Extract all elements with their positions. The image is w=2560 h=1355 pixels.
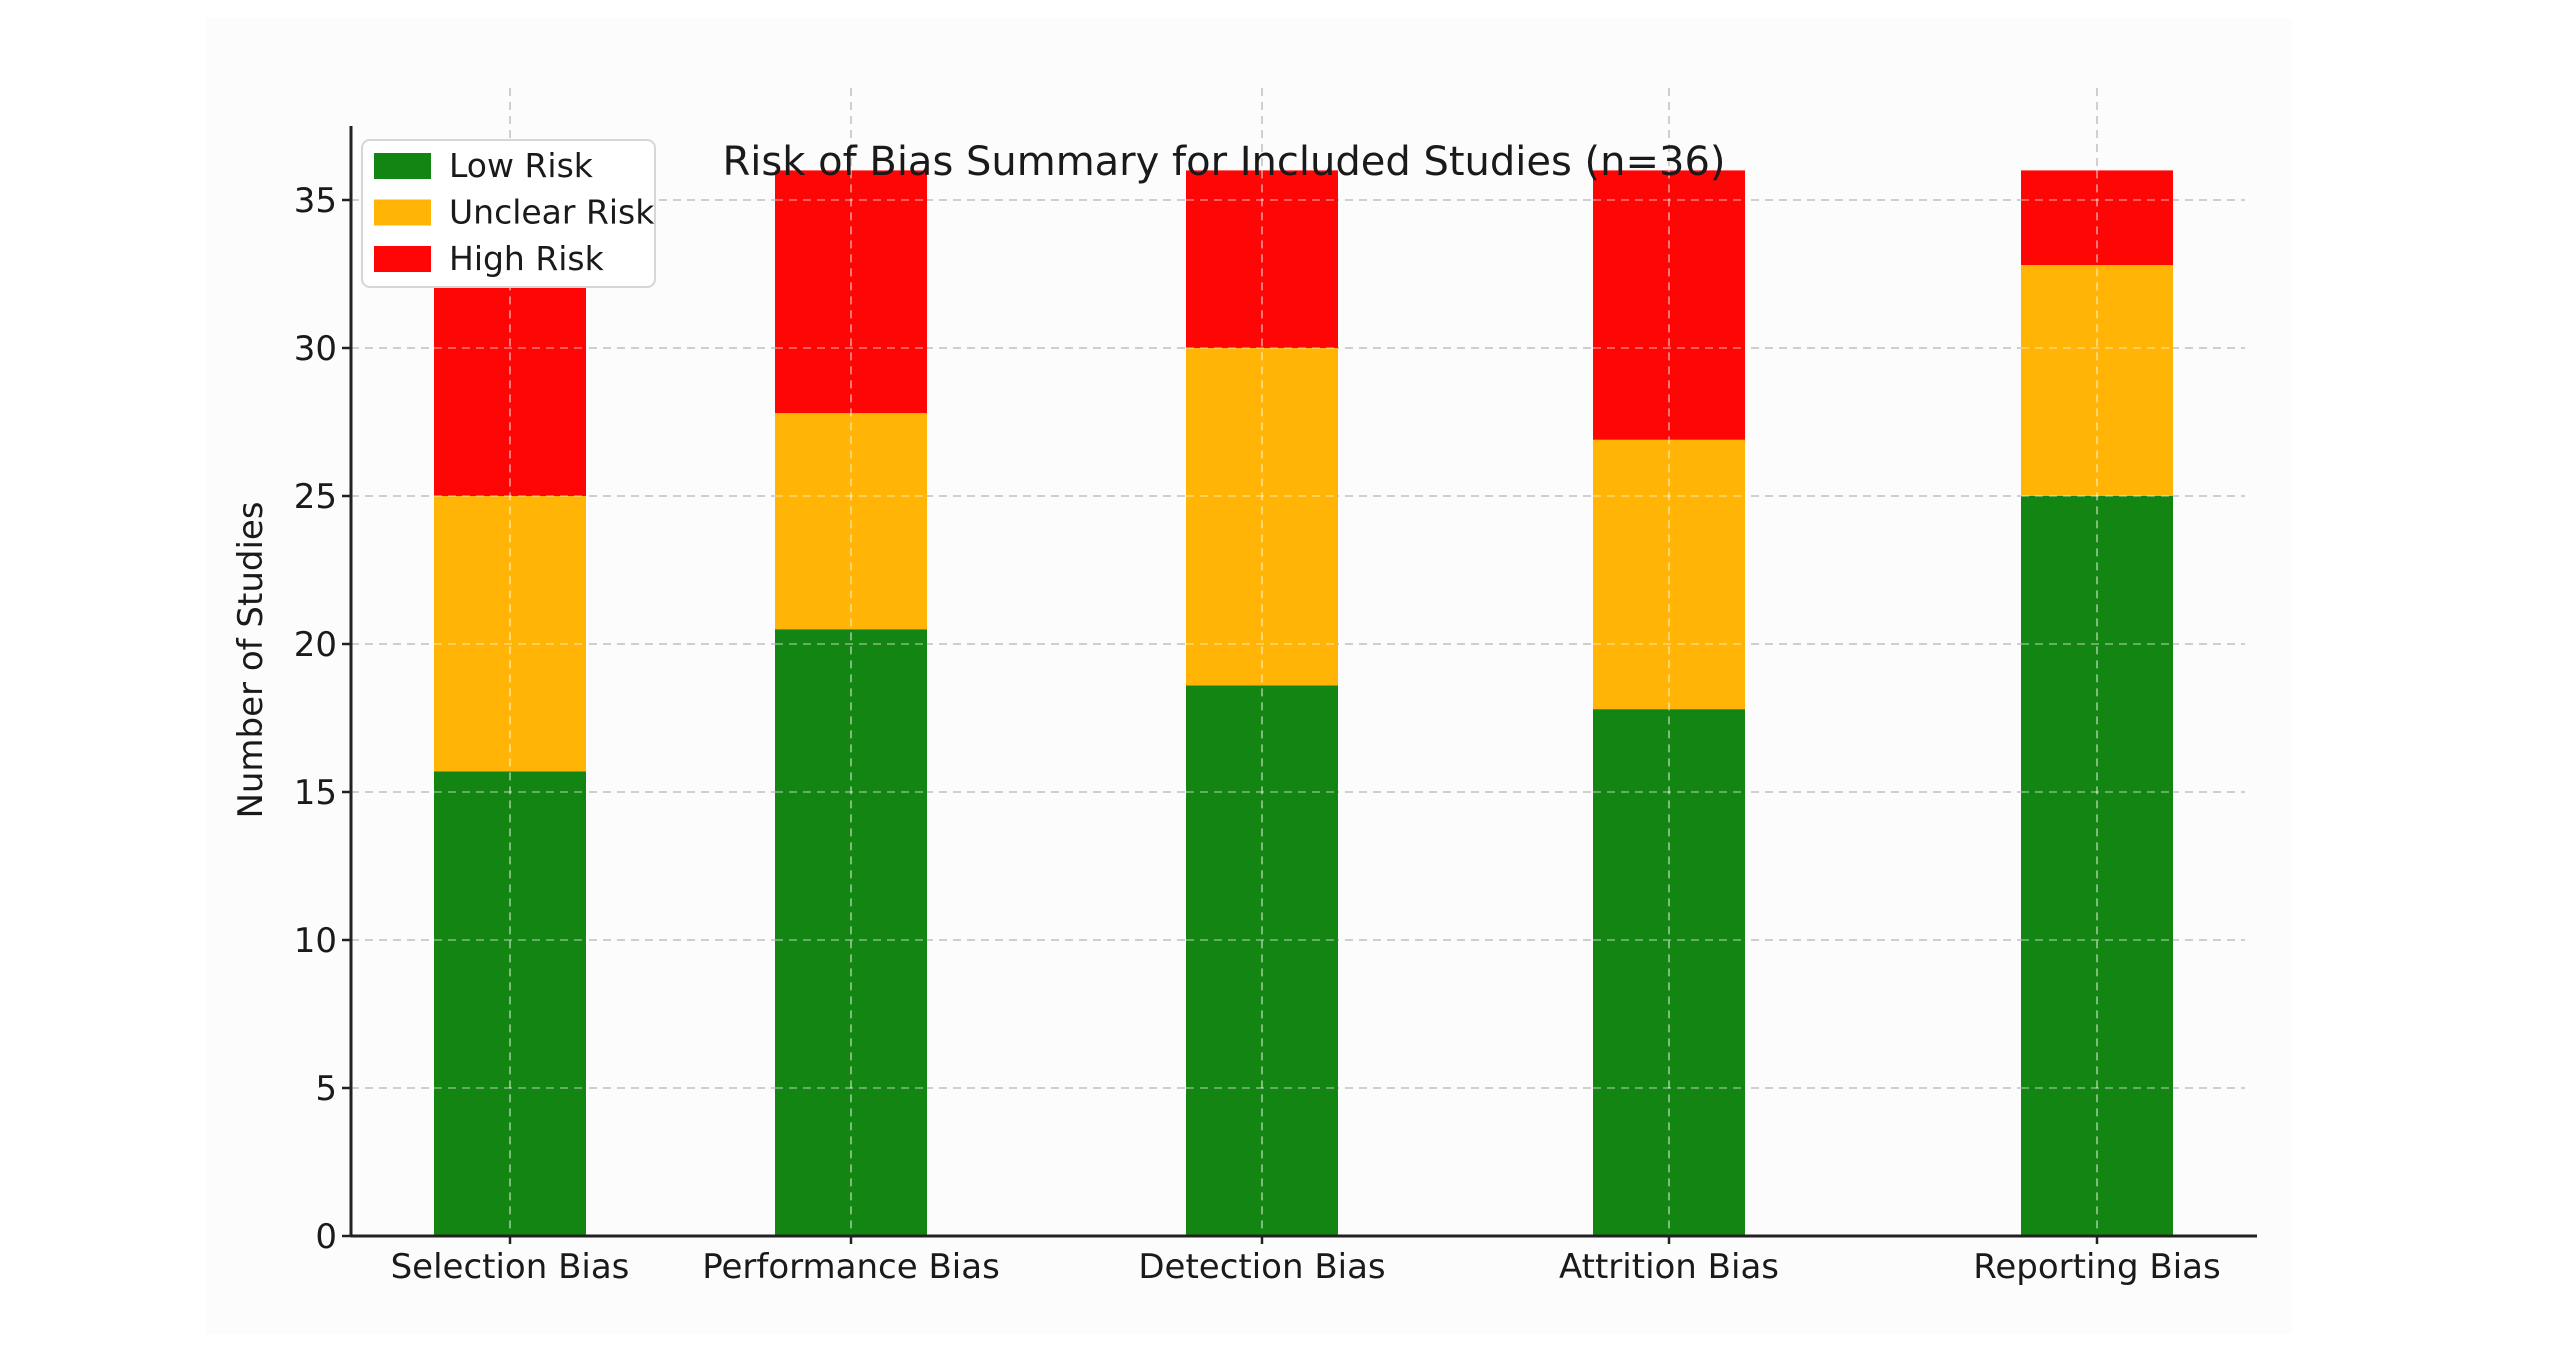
bar-stack xyxy=(434,170,586,1236)
legend-label: High Risk xyxy=(449,239,605,278)
legend-swatch xyxy=(374,199,431,226)
y-tick-label: 0 xyxy=(315,1217,337,1257)
x-tick-label: Performance Bias xyxy=(702,1247,1000,1287)
x-tick-label: Reporting Bias xyxy=(1973,1247,2220,1287)
legend-item: High Risk xyxy=(374,239,605,278)
bar-segment-unclear-risk xyxy=(775,413,927,630)
y-tick-label: 10 xyxy=(294,921,337,961)
legend-label: Low Risk xyxy=(449,146,594,185)
bar-stack xyxy=(1593,170,1745,1236)
legend-item: Low Risk xyxy=(374,146,594,185)
bar-segment-low-risk xyxy=(775,629,927,1236)
bar-stack xyxy=(2021,170,2173,1236)
y-tick-labels: 0 5 10 15 20 25 30 35 xyxy=(294,181,337,1257)
y-tick-label: 30 xyxy=(294,329,337,369)
y-tick-label: 5 xyxy=(315,1069,337,1109)
bar-segment-low-risk xyxy=(1186,685,1338,1236)
bar-segment-unclear-risk xyxy=(1593,439,1745,710)
bar-segment-low-risk xyxy=(1593,709,1745,1236)
stacked-bar-chart: Risk of Bias Summary for Included Studie… xyxy=(231,88,2257,1287)
bar-segment-high-risk xyxy=(775,170,927,414)
y-tick-label: 20 xyxy=(294,625,337,665)
chart-panel: Risk of Bias Summary for Included Studie… xyxy=(206,18,2292,1334)
bar-segment-unclear-risk xyxy=(434,496,586,772)
legend: Low Risk Unclear Risk High Risk xyxy=(361,139,656,288)
bars xyxy=(434,170,2173,1236)
chart-title: Risk of Bias Summary for Included Studie… xyxy=(722,139,1725,185)
legend-item: Unclear Risk xyxy=(374,193,655,232)
legend-box xyxy=(361,139,656,288)
bar-segment-low-risk xyxy=(2021,496,2173,1236)
bar-segment-high-risk xyxy=(1593,170,1745,440)
bar-segment-high-risk xyxy=(2021,170,2173,266)
axes xyxy=(342,126,2257,1244)
legend-swatch xyxy=(374,246,431,272)
legend-swatch xyxy=(374,153,431,179)
x-tick-label: Selection Bias xyxy=(391,1247,630,1287)
y-tick-label: 35 xyxy=(294,181,337,221)
bar-segment-unclear-risk xyxy=(1186,348,1338,686)
bar-stack xyxy=(775,170,927,1236)
bar-segment-high-risk xyxy=(1186,170,1338,348)
x-tick-label: Detection Bias xyxy=(1138,1247,1385,1287)
x-tick-labels: Selection Bias Performance Bias Detection … xyxy=(391,1247,2221,1287)
y-tick-label: 25 xyxy=(294,477,337,517)
x-tick-label: Attrition Bias xyxy=(1559,1247,1779,1287)
bar-segment-low-risk xyxy=(434,771,586,1236)
bar-segment-unclear-risk xyxy=(2021,265,2173,496)
y-axis-label: Number of Studies xyxy=(231,501,271,818)
bar-stack xyxy=(1186,170,1338,1236)
y-tick-label: 15 xyxy=(294,773,337,813)
legend-label: Unclear Risk xyxy=(449,193,655,232)
